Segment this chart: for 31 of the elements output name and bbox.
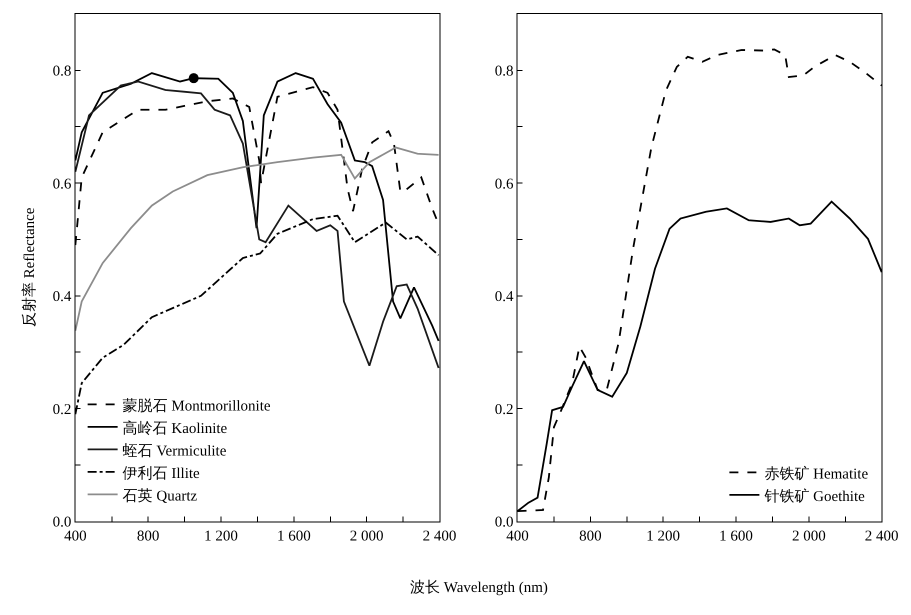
legend-label: 石英 Quartz	[122, 487, 198, 504]
x-tick-label: 400	[506, 528, 529, 544]
x-tick-label: 800	[579, 528, 602, 544]
x-tick-label: 800	[136, 528, 160, 544]
y-tick-label: 0.8	[494, 64, 514, 80]
x-tick-label: 400	[64, 528, 87, 544]
x-tick-label: 1 600	[276, 528, 311, 544]
x-tick-label: 1 600	[719, 528, 753, 544]
legend-label: 伊利石 Illite	[122, 464, 200, 482]
legend-label: 赤铁矿 Hematite	[764, 465, 868, 482]
y-tick-label: 0.4	[494, 289, 514, 306]
y-tick-label: 0.0	[52, 514, 72, 531]
x-tick-label: 2 400	[864, 528, 899, 544]
y-axis-title: 反射率 Reflectance	[20, 207, 38, 328]
legend-label: 蛭石 Vermiculite	[122, 442, 227, 460]
y-tick-label: 0.6	[52, 176, 72, 192]
x-tick-label: 2 000	[792, 528, 826, 544]
legend-label: 蒙脱石 Montmorillonite	[122, 397, 271, 414]
y-tick-label: 0.2	[52, 402, 72, 418]
x-axis-title: 波长 Wavelength (nm)	[410, 579, 548, 596]
legend-label: 针铁矿 Goethite	[763, 488, 866, 505]
x-tick-label: 1 200	[646, 528, 680, 544]
y-tick-label: 0.2	[494, 402, 514, 418]
legend-label: 高岭石 Kaolinite	[122, 420, 228, 437]
x-tick-label: 2 000	[350, 528, 384, 544]
x-tick-label: 2 400	[422, 528, 456, 544]
y-tick-label: 0.6	[494, 176, 514, 192]
y-tick-label: 0.0	[494, 514, 514, 531]
x-tick-label: 1 200	[204, 528, 238, 544]
y-tick-label: 0.8	[52, 64, 72, 80]
y-tick-label: 0.4	[52, 289, 72, 306]
